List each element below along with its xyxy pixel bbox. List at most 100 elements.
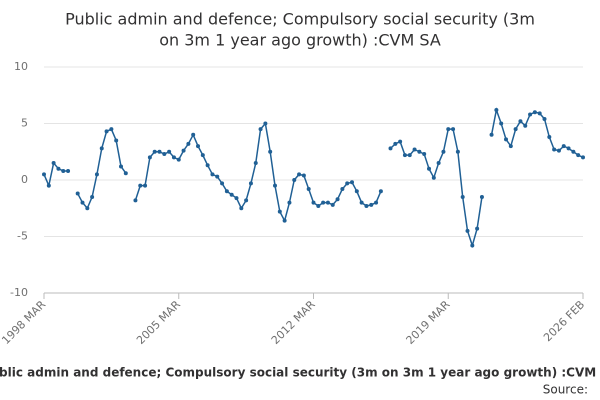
data-point [364,203,369,208]
data-point [196,144,200,149]
data-point [119,164,123,169]
data-point [547,135,552,140]
data-point [80,200,85,205]
data-point [455,149,460,154]
line-segment [43,161,69,189]
data-point [321,200,326,205]
data-point [335,197,340,202]
data-point [369,202,374,207]
data-point [133,198,138,203]
data-point [330,202,335,207]
data-point [301,173,306,178]
data-point [287,200,292,205]
data-point [354,189,359,194]
data-point [200,153,205,158]
data-point [176,157,181,162]
data-point [350,180,354,185]
data-point [532,110,537,115]
data-point [244,198,249,203]
data-point [359,200,364,205]
data-point [56,166,61,171]
data-point [378,189,383,194]
data-point [316,203,321,208]
data-point [46,183,51,188]
data-point [412,147,417,152]
data-point [109,127,114,132]
data-point [75,191,80,196]
data-point [581,155,585,160]
chart-title-line: Public admin and defence; Compulsory soc… [65,10,535,29]
data-point [253,161,258,166]
data-point [311,200,316,205]
data-point [99,146,104,151]
data-point [61,168,66,173]
data-point [542,116,547,121]
data-point [398,139,403,144]
data-point [518,119,523,124]
data-point [422,152,427,157]
data-point [263,121,268,126]
data-point [460,194,465,199]
line-segment [389,128,483,249]
data-point [340,187,345,192]
line-segment [134,121,382,223]
data-point [138,183,143,188]
x-tick-label: 2026 FEB [541,298,587,344]
data-point [393,141,398,146]
x-tick-label: 1998 MAR [0,298,48,347]
data-point [210,172,215,177]
data-point [345,181,350,186]
data-point [143,183,148,188]
data-point [475,226,480,231]
data-point [220,181,225,186]
data-point [94,172,99,177]
data-point [123,171,128,176]
data-point [268,149,273,154]
data-point [441,149,446,154]
data-point [186,141,191,146]
data-point [66,168,71,173]
data-point [306,187,311,192]
data-point [470,243,475,248]
source: Source: [543,383,588,397]
data-point [162,152,167,157]
data-point [504,137,508,142]
data-point [446,127,451,132]
data-point [258,127,263,132]
data-point [528,112,533,117]
y-tick-label: 0 [21,173,28,186]
data-point [571,149,576,154]
data-point [388,146,393,151]
data-point [523,123,528,128]
data-point [239,206,244,211]
data-point [402,153,407,158]
x-tick-label: 2019 MAR [404,298,453,347]
data-point [552,147,557,152]
data-point [292,178,297,182]
data-point [248,181,253,186]
data-point [171,155,176,160]
line-segment [490,107,584,159]
data-point [489,132,494,137]
x-tick-label: 2005 MAR [134,298,183,347]
data-point [566,146,571,151]
data-point [104,129,109,134]
data-point [167,149,172,154]
data-point [417,149,422,154]
data-point [181,148,186,153]
x-tick-label: 2012 MAR [269,298,318,347]
data-point [374,200,379,205]
data-point [114,138,119,143]
data-point [451,127,456,132]
data-point [494,107,499,112]
data-point [51,161,56,166]
data-point [561,144,566,149]
data-point [90,194,95,199]
data-point [152,149,157,154]
y-tick-label: 5 [21,117,28,130]
data-point [147,155,152,160]
data-point [234,196,239,201]
data-point [427,166,431,171]
data-point [537,111,542,116]
data-point [556,148,561,153]
